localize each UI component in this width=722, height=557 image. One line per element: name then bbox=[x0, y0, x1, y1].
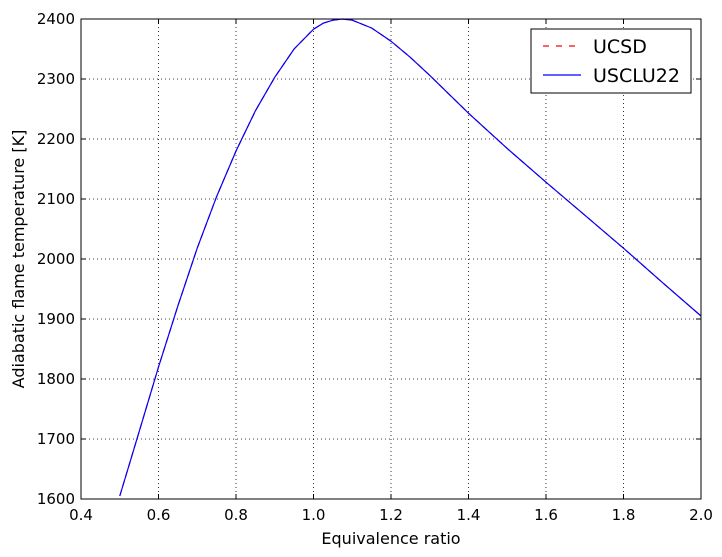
y-tick-labels: 1600 1700 1800 1900 2000 2100 2200 2300 2400 bbox=[37, 10, 75, 508]
y-axis-label: Adiabatic flame temperature [K] bbox=[9, 130, 28, 389]
x-tick-label: 2.0 bbox=[689, 506, 713, 524]
series-line-usclu22 bbox=[119, 18, 702, 497]
y-tick-label: 1600 bbox=[37, 490, 75, 508]
y-tick-label: 1900 bbox=[37, 310, 75, 328]
y-tick-label: 2300 bbox=[37, 70, 75, 88]
legend: UCSD USCLU22 bbox=[530, 28, 692, 94]
x-tick-label: 0.6 bbox=[147, 506, 171, 524]
legend-label-usclu22: USCLU22 bbox=[593, 65, 680, 87]
x-tick-label: 0.4 bbox=[69, 506, 93, 524]
legend-label-ucsd: UCSD bbox=[593, 36, 647, 58]
ticks bbox=[80, 18, 702, 500]
y-tick-label: 2400 bbox=[37, 10, 75, 28]
legend-items: UCSD USCLU22 bbox=[543, 36, 680, 87]
y-tick-label: 2100 bbox=[37, 190, 75, 208]
x-tick-label: 0.8 bbox=[224, 506, 248, 524]
x-tick-label: 1.0 bbox=[302, 506, 326, 524]
y-tick-label: 1700 bbox=[37, 430, 75, 448]
x-tick-label: 1.6 bbox=[534, 506, 558, 524]
y-tick-label: 2200 bbox=[37, 130, 75, 148]
x-tick-label: 1.8 bbox=[612, 506, 636, 524]
series-layer bbox=[119, 18, 702, 497]
legend-box bbox=[530, 28, 692, 94]
y-tick-label: 2000 bbox=[37, 250, 75, 268]
x-tick-labels: 0.4 0.6 0.8 1.0 1.2 1.4 1.6 1.8 2.0 bbox=[69, 506, 713, 524]
x-axis-label: Equivalence ratio bbox=[321, 529, 460, 548]
y-tick-label: 1800 bbox=[37, 370, 75, 388]
x-tick-label: 1.2 bbox=[379, 506, 403, 524]
x-tick-label: 1.4 bbox=[457, 506, 481, 524]
